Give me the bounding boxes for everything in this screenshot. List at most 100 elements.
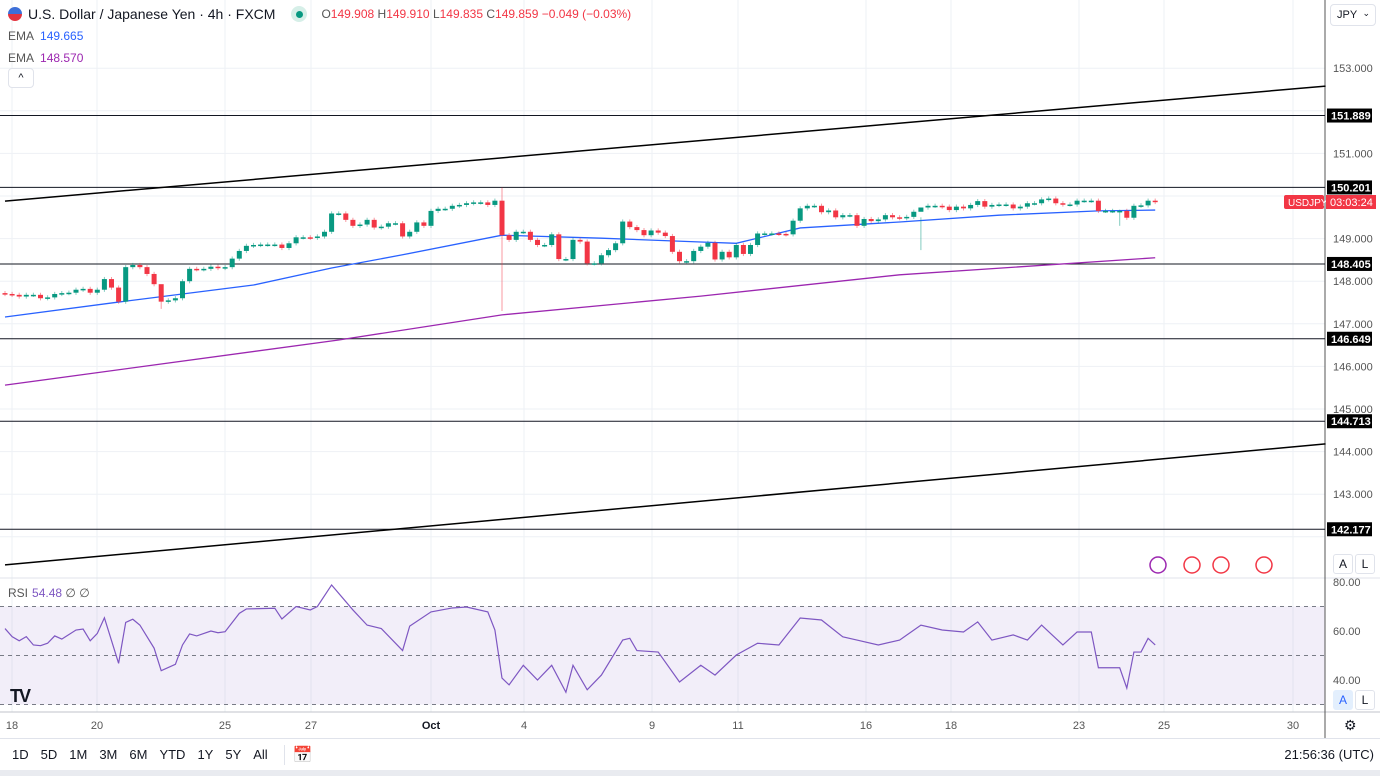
us-economic-event-icon — [1212, 556, 1230, 574]
candle-body — [882, 215, 888, 220]
settings-gear-icon[interactable]: ⚙ — [1344, 717, 1357, 733]
candle — [243, 243, 249, 254]
candle-body — [946, 206, 952, 211]
candle — [80, 286, 86, 292]
time-axis-tick: 4 — [521, 720, 527, 732]
low-label: L — [432, 7, 440, 21]
ema-fast-legend[interactable]: EMA 149.665 — [8, 29, 83, 43]
rsi-label: RSI — [8, 586, 29, 600]
range-1y[interactable]: 1Y — [197, 747, 214, 762]
candle — [1017, 204, 1023, 211]
level-price-label: 144.713 — [1331, 416, 1371, 428]
candle-body — [52, 293, 58, 298]
range-ytd[interactable]: YTD — [159, 747, 186, 762]
candle — [591, 261, 597, 266]
range-all[interactable]: All — [253, 747, 268, 762]
range-3m[interactable]: 3M — [99, 747, 118, 762]
rsi-value: 54.48 — [32, 586, 63, 600]
candle-body — [1152, 200, 1158, 203]
candle-body — [172, 298, 178, 301]
auto-scale-button[interactable]: A — [1333, 554, 1353, 574]
candle-body — [229, 258, 235, 268]
trend-line — [4, 85, 1326, 202]
candle — [499, 187, 505, 312]
chart-canvas[interactable]: 153.000 151.000 149.000 148.000 147.000 146.0… — [0, 0, 1380, 738]
candle-body — [1003, 204, 1009, 207]
candle-body — [684, 261, 690, 263]
candle — [1010, 202, 1016, 211]
candle — [116, 285, 122, 304]
time-axis-tick: 20 — [91, 720, 103, 732]
us-japan-flag-icon — [8, 7, 22, 21]
candle — [712, 240, 718, 262]
candle — [300, 235, 306, 240]
tradingview-logo[interactable]: TV — [10, 686, 31, 706]
candle-body — [904, 216, 910, 219]
candle-body — [307, 237, 313, 239]
candle-body — [1060, 203, 1066, 205]
candle — [151, 271, 157, 287]
candle-body — [911, 211, 917, 217]
ema-slow-line — [4, 257, 1156, 386]
candle-body — [293, 237, 299, 244]
range-5d[interactable]: 5D — [40, 747, 58, 762]
open-label: O — [321, 7, 331, 21]
candle-body — [1110, 210, 1116, 213]
candle — [755, 231, 761, 248]
rsi-log-scale-button[interactable]: L — [1355, 690, 1375, 710]
candle — [265, 242, 271, 247]
candle — [357, 222, 363, 228]
time-axis-tick: 27 — [305, 720, 317, 732]
candle — [989, 202, 995, 209]
candle-body — [343, 213, 349, 220]
rsi-auto-scale-button[interactable]: A — [1333, 690, 1353, 710]
level-price-label: 142.177 — [1331, 524, 1371, 536]
candle — [1081, 198, 1087, 203]
candle-body — [790, 220, 796, 235]
ema-slow-legend[interactable]: EMA 148.570 — [8, 51, 83, 65]
candle — [513, 229, 519, 243]
candle — [322, 229, 327, 239]
candle-body — [378, 226, 384, 229]
go-to-date-calendar-icon[interactable]: 📅 — [292, 746, 313, 764]
currency-select[interactable]: JPY ⌄ — [1330, 4, 1376, 26]
rsi-axis-tick: 40.00 — [1333, 675, 1361, 687]
symbol-title[interactable]: U.S. Dollar / Japanese Yen · 4h · FXCM — [28, 6, 276, 22]
range-6m[interactable]: 6M — [129, 747, 148, 762]
market-open-status-icon[interactable] — [291, 6, 308, 22]
range-1m[interactable]: 1M — [69, 747, 88, 762]
range-5y[interactable]: 5Y — [225, 747, 242, 762]
candle-body — [762, 233, 768, 235]
candle-body — [961, 206, 966, 209]
candle — [1032, 201, 1037, 206]
open-value: 149.908 — [330, 7, 375, 21]
candle — [826, 208, 832, 215]
rsi-legend[interactable]: RSI 54.48 ∅ ∅ — [8, 586, 90, 600]
level-price-label: 148.405 — [1331, 259, 1371, 271]
candle-body — [890, 215, 895, 218]
price-axis-tick: 153.000 — [1333, 63, 1373, 75]
candle-body — [187, 268, 193, 282]
candle — [87, 286, 93, 295]
candle — [222, 265, 228, 271]
log-scale-button[interactable]: L — [1355, 554, 1375, 574]
candle — [1039, 197, 1045, 206]
candle — [16, 292, 22, 299]
collapse-legend-button[interactable]: ^ — [8, 68, 34, 88]
chevron-down-icon: ⌄ — [1362, 8, 1370, 18]
candle-body — [236, 250, 242, 259]
candle-body — [165, 300, 171, 302]
candle-body — [286, 243, 292, 248]
candle-body — [591, 263, 597, 265]
clock-timezone[interactable]: 21:56:36 (UTC) — [1284, 747, 1374, 762]
candle-body — [30, 294, 36, 297]
candle-body — [45, 297, 51, 299]
candle — [939, 203, 945, 209]
range-1d[interactable]: 1D — [12, 747, 29, 762]
candle — [1103, 208, 1108, 214]
candle-body — [982, 201, 988, 207]
candle-body — [527, 231, 533, 240]
candle-body — [137, 265, 143, 268]
high-label: H — [377, 7, 387, 21]
candle-body — [435, 208, 441, 211]
